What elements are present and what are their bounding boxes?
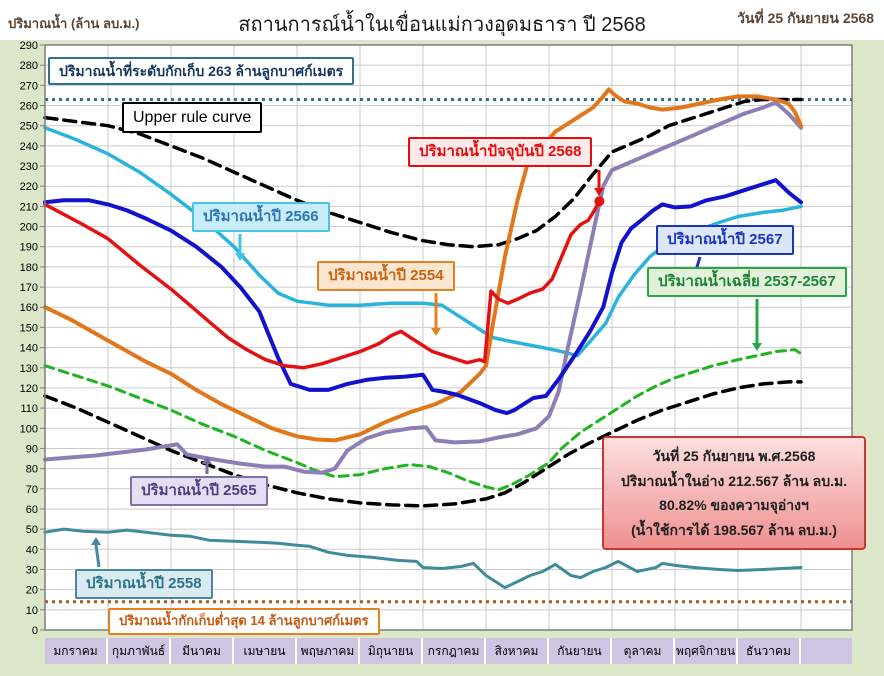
y-tick-label: 110 — [20, 403, 38, 415]
month-label-6: มิถุนายน — [360, 638, 423, 664]
y-tick-label: 270 — [20, 80, 38, 92]
y-tick-label: 200 — [20, 222, 38, 234]
month-label-7: กรกฎาคม — [423, 638, 486, 664]
y-tick-label: 100 — [20, 423, 38, 435]
y-tick-label: 90 — [26, 443, 38, 455]
annotation-arrowhead-avg-2537-2567 — [752, 343, 762, 351]
y-tick-label: 190 — [20, 242, 38, 254]
date-label: วันที่ 25 กันยายน 2568 — [737, 10, 874, 26]
series-line-lower_rule — [43, 380, 803, 508]
y-tick-label: 260 — [20, 101, 38, 113]
annotation-arrowhead-y2565 — [202, 456, 212, 464]
x-axis-month-band: มกราคม กุมภาพันธ์ มีนาคม เมษายน พฤษภาคม มิถุน… — [45, 638, 852, 664]
chart-panel: 0 10 20 30 40 50 60 70 80 90 100 110 120 130 140 150 160… — [0, 40, 884, 676]
month-label-10: ตุลาคม — [612, 638, 675, 664]
annotation-arrowhead-y2558 — [91, 537, 101, 545]
plot-svg: 0 10 20 30 40 50 60 70 80 90 100 110 120 130 140 150 160… — [0, 40, 884, 676]
y-tick-label: 290 — [20, 40, 38, 52]
y-tick-label: 40 — [26, 544, 38, 556]
y-tick-label: 80 — [26, 464, 38, 476]
annotation-arrow-y2558 — [94, 544, 101, 568]
series-line-upper_rule — [43, 97, 803, 249]
series-line-y2568 — [43, 199, 602, 370]
month-label-11: พฤศจิกายน — [675, 638, 738, 664]
y-tick-label: 10 — [26, 605, 38, 617]
series-line-avg_2537_2567 — [43, 348, 803, 492]
month-label-4: เมษายน — [234, 638, 297, 664]
plot-frame — [44, 44, 853, 631]
month-label-8: สิงหาคม — [486, 638, 549, 664]
y-tick-label: 130 — [20, 363, 38, 375]
month-label-3: มีนาคม — [171, 638, 234, 664]
month-label-1: มกราคม — [45, 638, 108, 664]
current-value-dot — [594, 196, 605, 207]
series-line-y2567 — [43, 178, 803, 416]
month-label-9: กันยายน — [549, 638, 612, 664]
y-tick-label: 30 — [26, 564, 38, 576]
y-tick-label: 210 — [20, 201, 38, 213]
annotation-arrowhead-current-2568 — [594, 188, 604, 196]
y-tick-label: 230 — [20, 161, 38, 173]
y-tick-label: 0 — [32, 625, 38, 637]
y-tick-label: 20 — [26, 585, 38, 597]
annotation-arrowhead-y2566 — [235, 253, 245, 261]
annotation-arrowhead-y2554 — [431, 328, 441, 336]
info-line-date: วันที่ 25 กันยายน พ.ศ.2568 — [652, 448, 816, 464]
y-tick-label: 150 — [20, 322, 38, 334]
y-axis-unit-label: ปริมาณน้ำ (ล้าน ลบ.ม.) — [8, 16, 140, 31]
y-tick-label: 250 — [20, 121, 38, 133]
month-label-5: พฤษภาคม — [297, 638, 360, 664]
series-line-y2565 — [43, 100, 803, 475]
month-label-2: กุมภาพันธ์ — [108, 638, 171, 664]
y-tick-label: 140 — [20, 343, 38, 355]
page-title: สถานการณ์น้ำในเขื่อนแม่กวงอุดมธารา ปี 25… — [238, 14, 646, 36]
y-tick-label: 220 — [20, 181, 38, 193]
y-tick-label: 120 — [20, 383, 38, 395]
month-band-filler — [801, 638, 852, 664]
info-line-usable: (น้ำใช้การได้ 198.567 ล้าน ลบ.ม.) — [631, 521, 837, 538]
y-tick-label: 180 — [20, 262, 38, 274]
month-label-12: ธันวาคม — [738, 638, 801, 664]
y-tick-label: 280 — [20, 60, 38, 72]
y-tick-label: 50 — [26, 524, 38, 536]
y-tick-label: 240 — [20, 141, 38, 153]
y-tick-label: 60 — [26, 504, 38, 516]
current-status-info-box: วันที่ 25 กันยายน พ.ศ.2568 ปริมาณน้ำในอ่… — [602, 436, 866, 550]
info-line-percent: 80.82% ของความจุอ่างฯ — [659, 497, 809, 513]
series-line-y2558 — [43, 527, 803, 590]
y-tick-label: 70 — [26, 484, 38, 496]
info-line-volume: ปริมาณน้ำในอ่าง 212.567 ล้าน ลบ.ม. — [620, 472, 848, 489]
y-tick-label: 170 — [20, 282, 38, 294]
y-tick-label: 160 — [20, 302, 38, 314]
